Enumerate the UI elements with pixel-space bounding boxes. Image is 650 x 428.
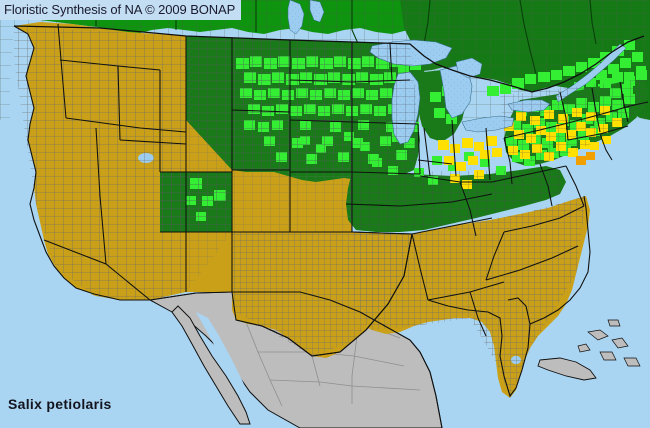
- map-title: Floristic Synthesis of NA © 2009 BONAP: [0, 0, 242, 20]
- coastlines: [13, 25, 591, 428]
- county-extirpated-ri: [576, 156, 586, 165]
- islands-bahamas: [577, 319, 641, 367]
- lake-winnipeg: [287, 0, 305, 35]
- species-name-label: Salix petiolaris: [8, 396, 112, 412]
- extirpated-counties: [576, 152, 595, 165]
- island-cuba: [537, 357, 597, 381]
- state-borders: [13, 23, 649, 357]
